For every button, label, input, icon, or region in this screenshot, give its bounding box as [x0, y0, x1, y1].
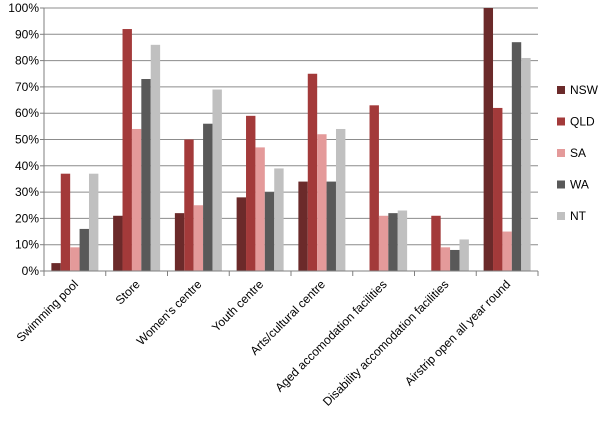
y-tick-label: 80%	[15, 54, 39, 68]
bar-qld	[184, 139, 194, 271]
bar-wa	[141, 79, 151, 271]
gridlines	[44, 7, 538, 246]
bar-sa	[131, 128, 142, 271]
y-tick-label: 30%	[15, 185, 39, 199]
legend-label-sa: SA	[570, 146, 586, 160]
bar-wa	[450, 249, 460, 271]
x-category-label: Airstrip open all year round	[402, 277, 513, 388]
x-category-label: Youth centre	[209, 277, 266, 334]
y-tick-label: 50%	[15, 133, 39, 147]
legend-swatch-nt	[557, 212, 565, 220]
axes	[40, 7, 539, 276]
legend-label-qld: QLD	[570, 115, 595, 129]
y-tick-label: 0%	[22, 264, 40, 278]
bar-wa	[388, 213, 398, 271]
legend-label-nsw: NSW	[570, 83, 599, 97]
bar-wa	[203, 123, 213, 271]
x-category-label: Women's centre	[134, 277, 205, 348]
bar-qld	[307, 73, 318, 271]
x-category-label: Swimming pool	[14, 277, 81, 344]
y-tick-label: 40%	[15, 159, 39, 173]
bar-nsw	[113, 215, 123, 271]
x-category-label: Aged accomodation facilities	[272, 277, 389, 394]
bar-nt	[150, 44, 161, 271]
bar-nt	[397, 210, 408, 271]
bars	[51, 8, 531, 272]
bar-wa	[326, 181, 336, 271]
legend-label-wa: WA	[570, 178, 589, 192]
bar-qld	[60, 173, 71, 271]
x-category-label: Store	[113, 277, 143, 307]
bar-nt	[335, 128, 346, 271]
bar-sa	[317, 134, 327, 271]
bar-qld	[493, 107, 503, 271]
legend-swatch-qld	[557, 117, 565, 126]
legend-swatch-sa	[557, 149, 565, 157]
bar-nt	[521, 57, 531, 271]
bar-qld	[431, 215, 441, 271]
bar-nt	[274, 168, 284, 271]
bar-sa	[502, 231, 512, 271]
y-tick-label: 100%	[8, 1, 39, 15]
bar-wa	[264, 192, 275, 271]
legend-swatch-wa	[557, 180, 565, 189]
bar-nsw	[51, 263, 61, 271]
bar-nt	[459, 239, 469, 271]
y-tick-label: 60%	[15, 106, 39, 120]
y-tick-label: 10%	[15, 238, 39, 252]
bar-nsw	[483, 8, 494, 271]
y-tick-label: 70%	[15, 80, 39, 94]
bar-sa	[378, 215, 389, 271]
x-category-label: Disability accomodation facilities	[320, 277, 452, 409]
bar-qld	[122, 29, 132, 272]
y-axis-tick-labels: 0% 10% 20% 30% 40% 50% 60% 70% 80% 90% 100%	[8, 1, 39, 278]
bar-sa	[440, 247, 451, 271]
bar-nsw	[236, 197, 247, 271]
bar-nt	[88, 173, 99, 271]
y-tick-label: 90%	[15, 27, 39, 41]
legend-label-nt: NT	[570, 209, 587, 223]
bar-qld	[246, 115, 256, 271]
bar-sa	[193, 205, 204, 271]
legend: NSW QLD SA WA NT	[557, 83, 599, 223]
bar-wa	[511, 42, 522, 271]
bar-nsw	[174, 213, 185, 271]
bar-nt	[212, 89, 222, 271]
bar-nsw	[298, 181, 308, 271]
bar-sa	[70, 247, 80, 271]
bar-sa	[255, 147, 265, 271]
y-tick-label: 20%	[15, 211, 39, 225]
bar-qld	[369, 105, 379, 271]
bar-wa	[79, 228, 89, 271]
legend-swatch-nsw	[557, 86, 565, 94]
